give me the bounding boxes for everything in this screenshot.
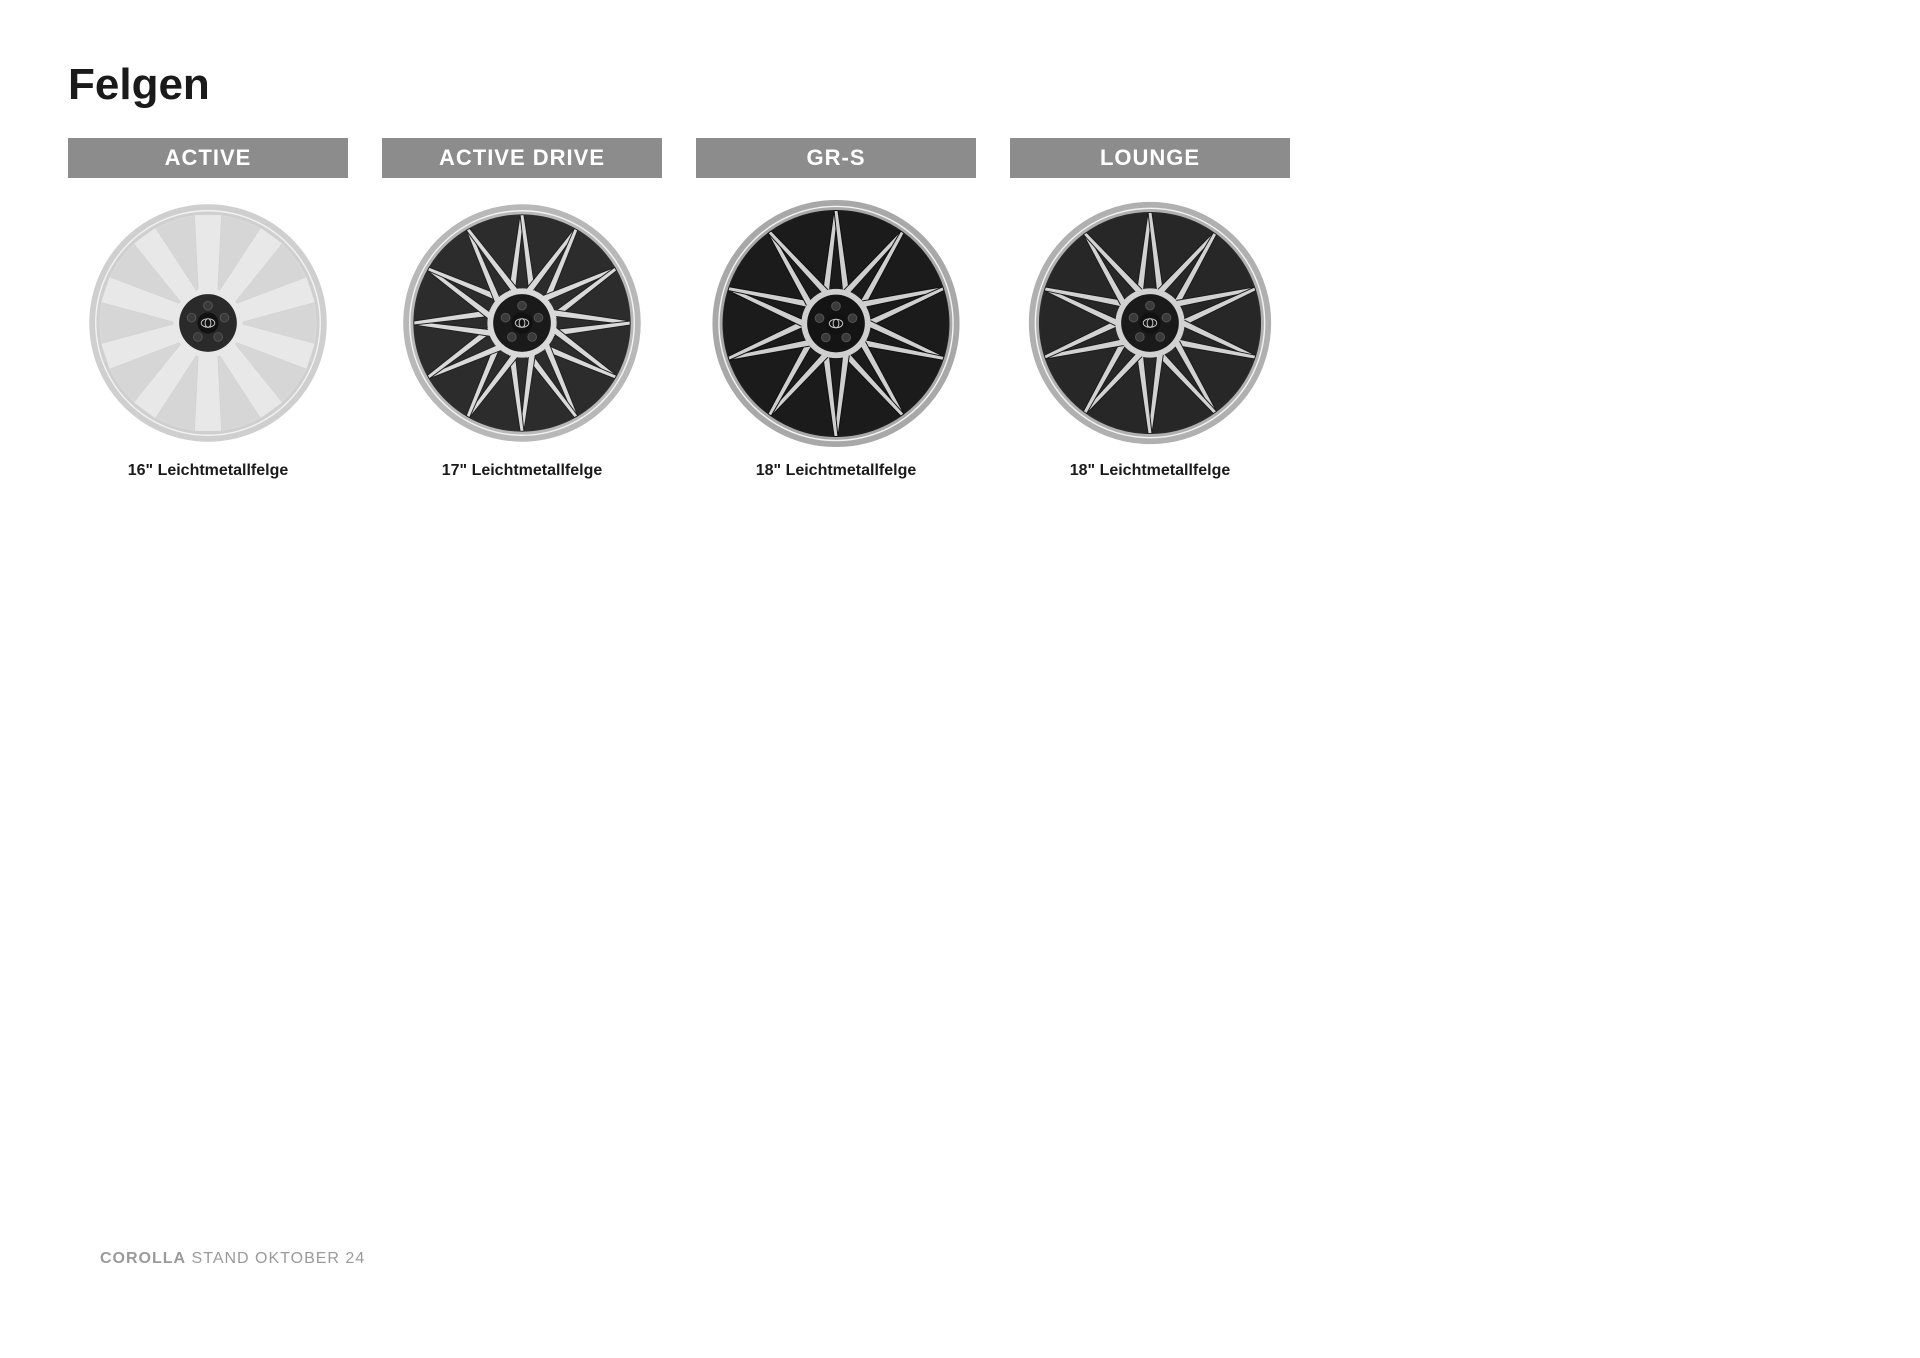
footer-date: STAND OKTOBER 24 [186, 1250, 365, 1267]
wheel-svg [83, 198, 333, 448]
wheel-image-active [83, 198, 333, 448]
wheel-svg [1025, 198, 1275, 448]
wheel-caption: 16" Leichtmetallfelge [128, 462, 289, 480]
wheel-image-active-drive [397, 198, 647, 448]
page-title: Felgen [68, 60, 1852, 110]
wheel-card-active: ACTIVE 16" Leichtmetallfelge [68, 138, 348, 480]
wheel-svg [711, 196, 961, 451]
wheel-card-grs: GR-S 18" Leichtmetallfelge [696, 138, 976, 480]
wheel-grid: ACTIVE 16" Leichtmetallfelge ACTIVE DRIV… [68, 138, 1852, 480]
card-header: GR-S [696, 138, 976, 178]
card-header: LOUNGE [1010, 138, 1290, 178]
card-header: ACTIVE [68, 138, 348, 178]
wheel-image-lounge [1025, 198, 1275, 448]
wheel-caption: 17" Leichtmetallfelge [442, 462, 603, 480]
wheel-svg [397, 198, 647, 448]
page-footer: COROLLA STAND OKTOBER 24 [100, 1250, 365, 1268]
footer-model: COROLLA [100, 1250, 186, 1267]
catalog-page: Felgen ACTIVE 16" Leichtmetallfelge ACTI… [0, 0, 1920, 540]
wheel-image-grs [711, 198, 961, 448]
card-header: ACTIVE DRIVE [382, 138, 662, 178]
wheel-caption: 18" Leichtmetallfelge [1070, 462, 1231, 480]
wheel-card-active-drive: ACTIVE DRIVE 17" Leichtmetallfelge [382, 138, 662, 480]
wheel-card-lounge: LOUNGE 18" Leichtmetallfelge [1010, 138, 1290, 480]
wheel-caption: 18" Leichtmetallfelge [756, 462, 917, 480]
